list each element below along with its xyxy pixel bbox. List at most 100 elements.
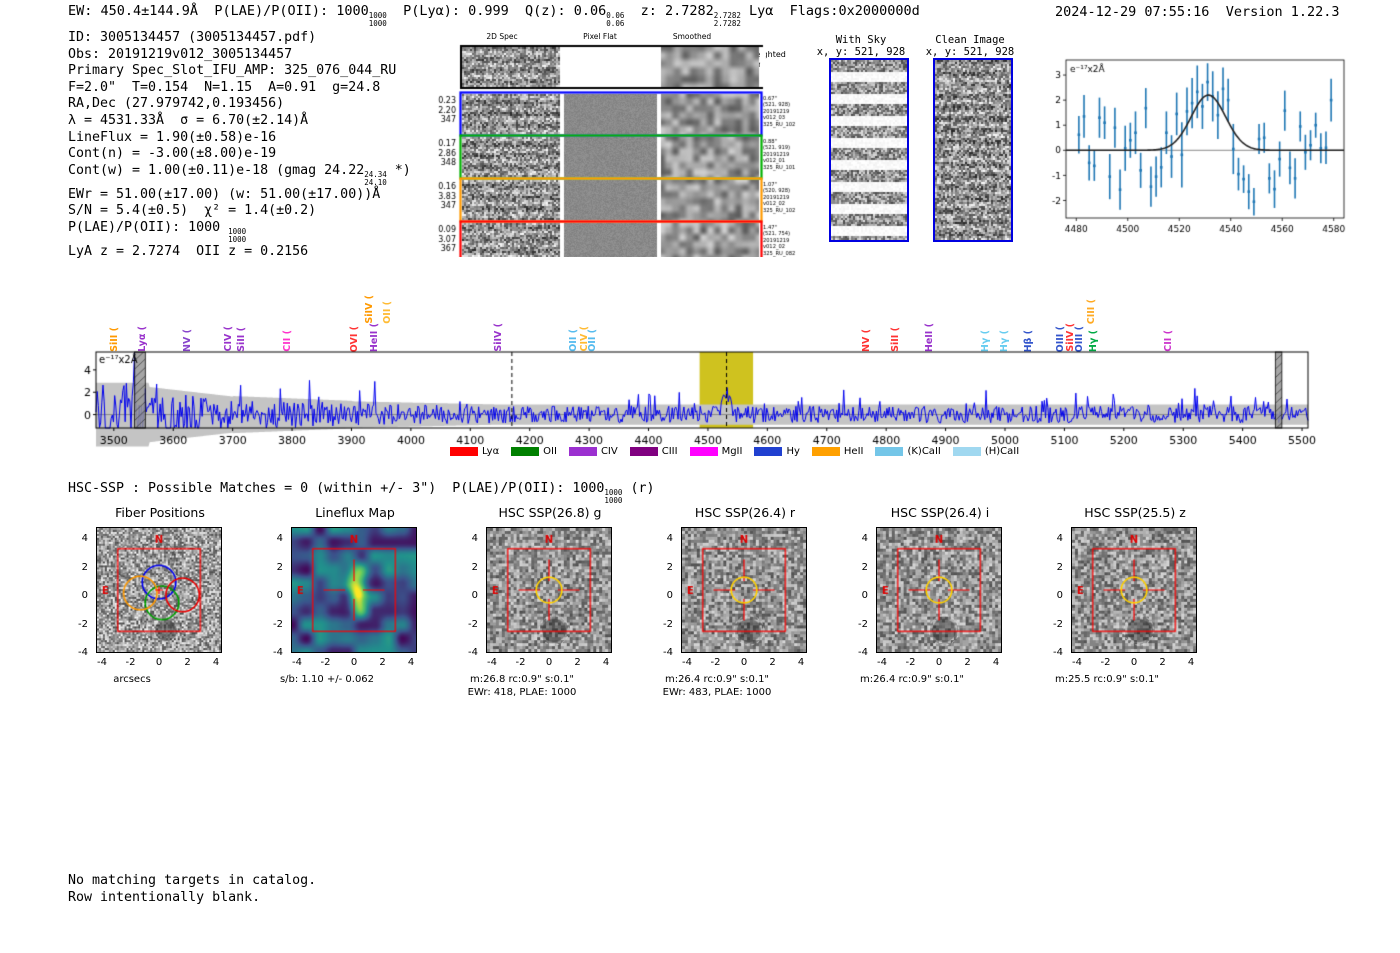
cutout-title: HSC SSP(26.8) g (498, 505, 602, 520)
legend-swatch (568, 447, 597, 456)
cutout-xtick: 4 (407, 657, 415, 668)
legend-item: OII (511, 446, 557, 457)
cutout-caption: m:26.8 rc:0.9" s:0.1" (469, 674, 575, 685)
emission-line-label: SiIV ( (364, 295, 376, 324)
cutout-ytick: -4 (858, 647, 868, 658)
summary-header: EW: 450.4±144.9Å P(LAE)/P(OII): 1000 1000… (68, 3, 920, 28)
cutout-ytick: 4 (276, 533, 283, 544)
cutout-ytick: -2 (78, 618, 88, 630)
line-legend: Lyα OII CIV CIII MgII Hy HeII (K)CaII (H)CaII (450, 446, 1019, 457)
emission-line-label: Hγ ( (979, 329, 991, 352)
emission-line-label: SiII ( (890, 327, 902, 352)
info-cont-w-post: *) (394, 162, 411, 178)
spec2d-canvas (420, 32, 810, 257)
emission-line-label: CII ( (281, 330, 293, 352)
emission-line-label: OIII ( (1054, 325, 1066, 352)
cutout-ytick: 0 (1056, 590, 1063, 601)
cutout-title: Lineflux Map (315, 505, 395, 520)
cutout-xtick: -2 (1100, 657, 1111, 668)
cutout-panel: HSC SSP(26.8) g 4 2 0 -2 -4 -4 -2 0 2 4 m:26.8 rc:0… (450, 505, 650, 698)
legend-item: CIV (568, 446, 618, 457)
cutout-xtick: 0 (155, 657, 163, 668)
info-radec: RA,Dec (27.979742,0.193456) (68, 96, 285, 112)
cutout-xtick: -2 (515, 657, 526, 668)
cutout-xtick: 4 (602, 657, 610, 668)
header-plya: P(Lyα): 0.999 (403, 3, 509, 19)
cutout-ytick: -4 (1053, 647, 1063, 658)
cutout-ytick: 0 (81, 590, 88, 601)
cutout-xtick: 2 (574, 657, 581, 668)
cutout-ytick: -4 (273, 647, 283, 658)
cutout-ytick: 4 (471, 533, 478, 544)
cutout-xtick: -4 (97, 657, 107, 668)
cutout-xtick: -4 (682, 657, 692, 668)
legend-swatch (689, 447, 718, 456)
cutout-xtick: 2 (964, 657, 971, 668)
emission-line-label: CII ( (1162, 330, 1174, 352)
cutout-caption: arcsecs (113, 674, 151, 685)
legend-label: OII (543, 446, 557, 457)
info-lineflux: LineFlux = 1.90(±0.58)e-16 (68, 129, 277, 145)
legend-label: CIV (600, 446, 618, 457)
cutout-caption: s/b: 1.10 +/- 0.062 (279, 674, 375, 685)
info-id: ID: 3005134457 (3005134457.pdf) (68, 30, 317, 45)
cutout-xtick: 0 (935, 657, 943, 668)
cutout-xtick: -2 (905, 657, 916, 668)
legend-swatch (952, 447, 981, 456)
emission-line-labels: SiII (Lyα (NV (CIV (SiII (CII (OVI (SiIV… (96, 280, 1308, 352)
cutout-xtick: -4 (877, 657, 887, 668)
emission-line-label: OII ( (587, 329, 599, 352)
cutout-xtick: -4 (292, 657, 302, 668)
legend-swatch (511, 447, 540, 456)
cutout-xtick: 2 (1159, 657, 1166, 668)
cutout-ytick: 2 (276, 561, 283, 573)
cutout-xtick: 0 (350, 657, 358, 668)
header-qz: Q(z): 0.06 (525, 3, 607, 19)
cleanimage-title: Clean Image (935, 34, 1005, 46)
info-obs: Obs: 20191219v012_3005134457 (68, 46, 293, 62)
cutout-image (291, 527, 417, 653)
cutout-ytick: -2 (858, 618, 868, 630)
cutout-ytick: 2 (861, 561, 868, 573)
cutout-title: HSC SSP(26.4) i (890, 505, 990, 520)
hsc-match-line: HSC-SSP : Possible Matches = 0 (within +… (68, 481, 654, 505)
legend-swatch (754, 447, 783, 456)
info-params: F=2.0" T=0.154 N=1.15 A=0.91 g=24.8 (68, 79, 381, 95)
info-gmag-range: 24.34 24.10 (364, 169, 387, 187)
header-z: z: 2.7282 (640, 3, 714, 19)
legend-item: (K)CaII (875, 446, 941, 457)
legend-label: (H)CaII (984, 446, 1020, 457)
info-cont-w: Cont(w) = 1.00(±0.11)e-18 (gmag 24.22 (68, 162, 365, 178)
cutout-ytick: 2 (471, 561, 478, 573)
emission-line-label: CIII ( (1085, 298, 1097, 324)
emission-line-label: CIV ( (222, 326, 234, 352)
emission-line-label: OII ( (568, 329, 580, 352)
emission-line-label: OIII ( (1074, 325, 1086, 352)
legend-swatch (875, 447, 904, 456)
cutout-ytick: 4 (81, 533, 88, 544)
cutout-image (96, 527, 222, 653)
emission-line-label: NV ( (182, 329, 194, 352)
withsky-coords: x, y: 521, 928 (816, 46, 906, 58)
cutout-title: HSC SSP(25.5) z (1084, 505, 1186, 520)
line-profile-plot (1032, 52, 1352, 252)
cutout-ytick: 4 (861, 533, 868, 544)
cutout-ytick: -4 (78, 647, 88, 658)
full-spectrum-plot (68, 350, 1328, 460)
cutout-ytick: 2 (81, 561, 88, 573)
cutout-ytick: -4 (468, 647, 478, 658)
emission-line-label: NV ( (860, 329, 872, 352)
cutout-title: HSC SSP(26.4) r (694, 505, 796, 520)
header-flags: Flags:0x2000000d (789, 3, 920, 19)
spec2d-panel: 2D Spec Pixel Flat Smoothed Weighted Sum (420, 32, 810, 257)
legend-label: HeII (843, 446, 864, 457)
emission-line-label: HeII ( (369, 322, 381, 352)
cutout-xtick: 2 (769, 657, 776, 668)
emission-line-label: SiIV ( (492, 323, 504, 352)
footer-notes: No matching targets in catalog. Row inte… (68, 872, 316, 906)
cutout-ytick: 0 (471, 590, 478, 601)
emission-line-label: Hβ ( (1022, 329, 1034, 352)
emission-line-label: SiII ( (235, 327, 247, 352)
legend-item: Lyα (450, 446, 499, 457)
cutout-xtick: -2 (710, 657, 721, 668)
